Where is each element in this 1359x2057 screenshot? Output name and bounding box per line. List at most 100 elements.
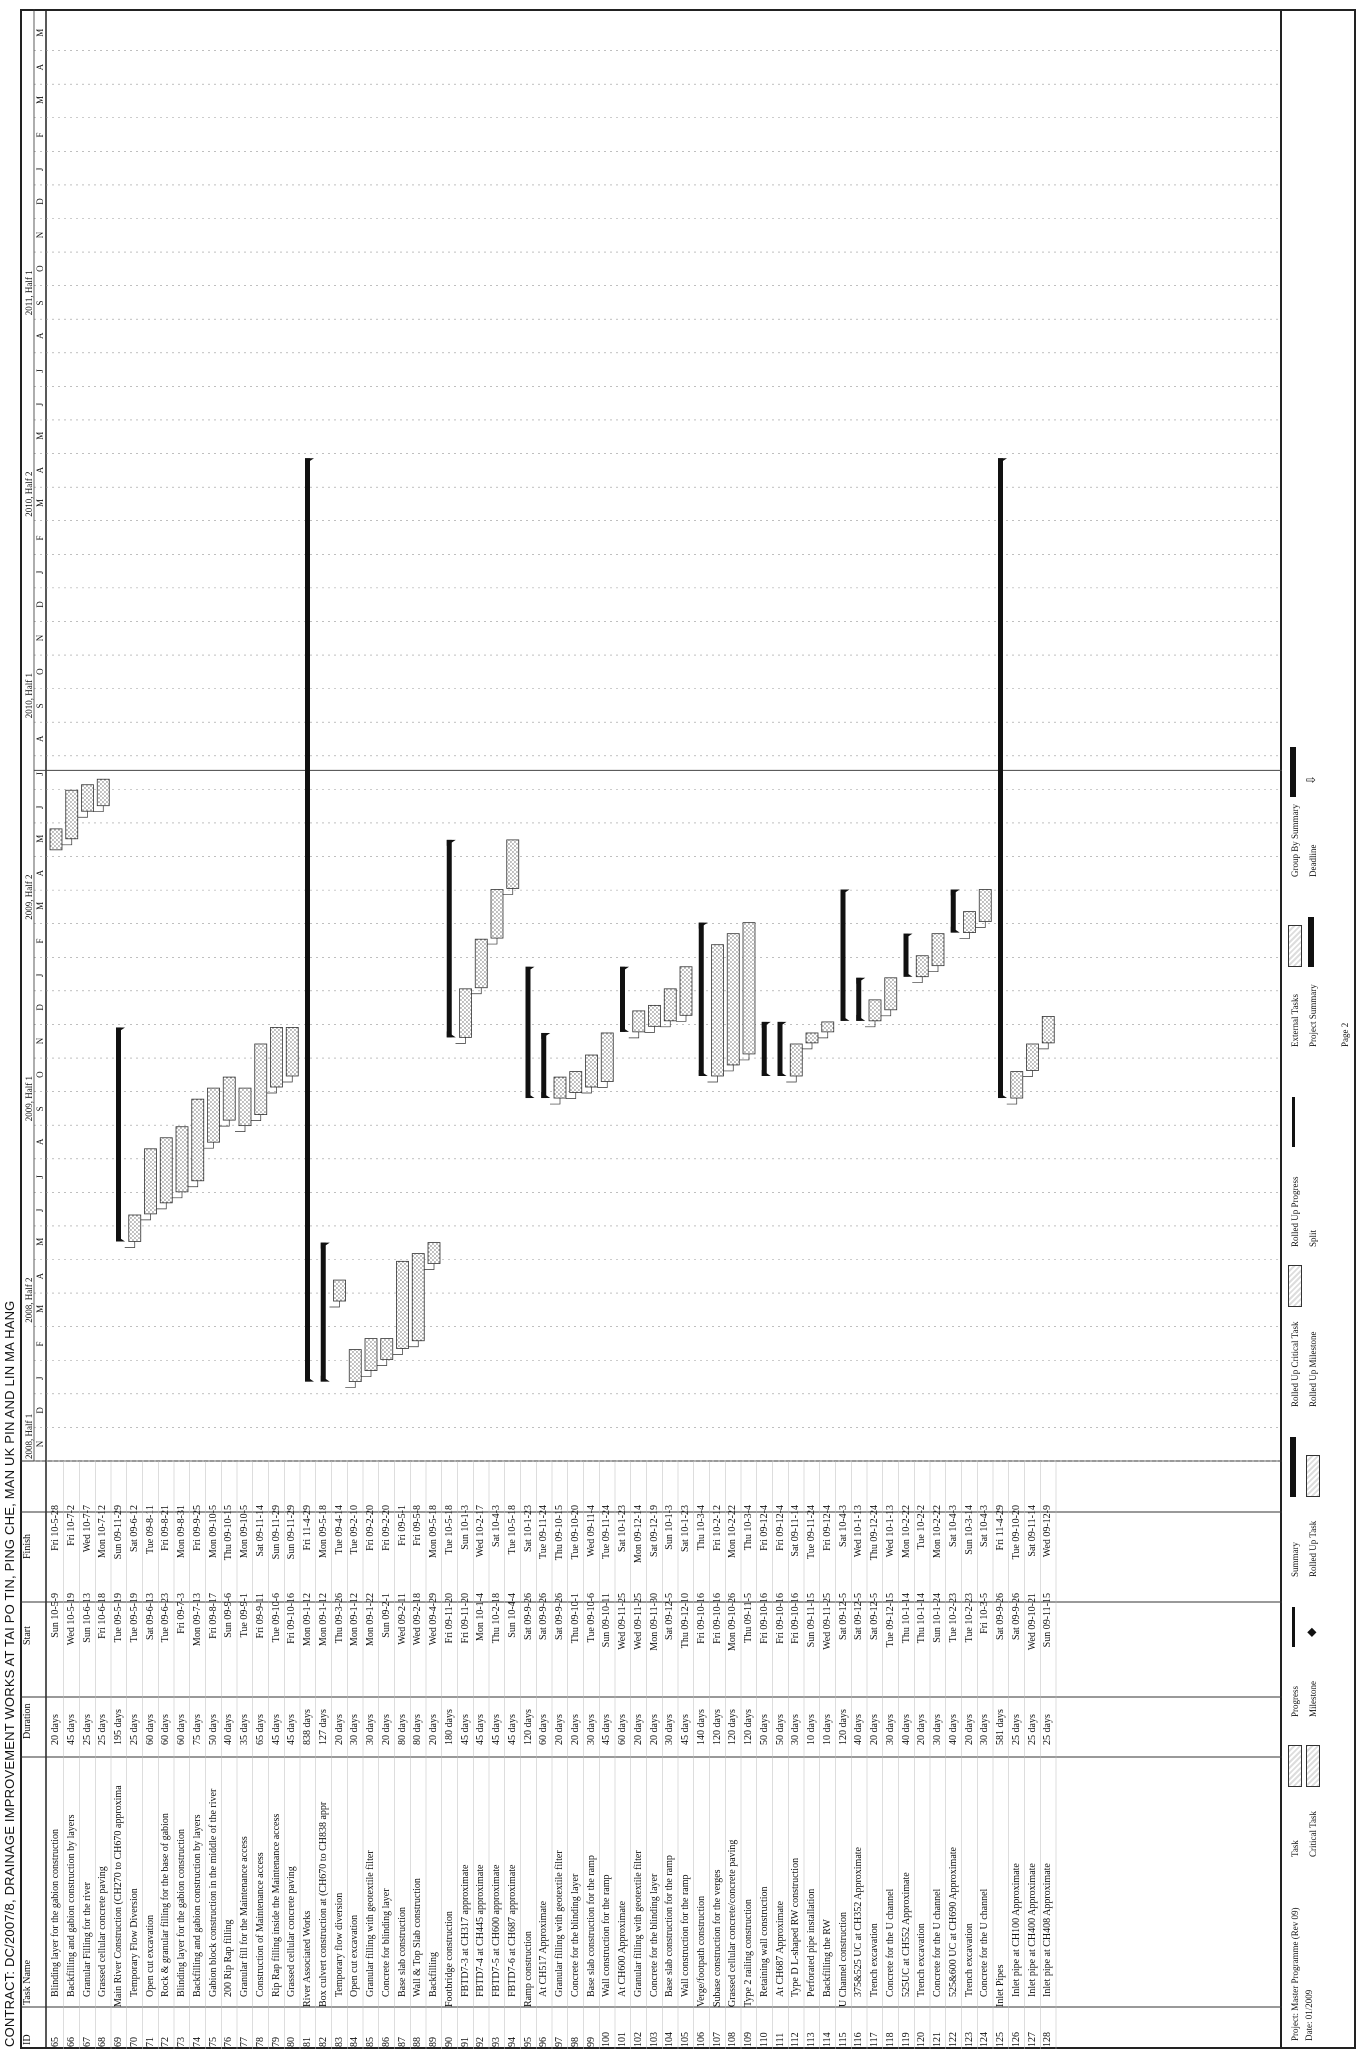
dependency-link — [1006, 1098, 1018, 1105]
dependency-link — [723, 1064, 734, 1072]
task-bar — [632, 1010, 646, 1033]
dependency-link — [203, 1142, 214, 1149]
dependency-link — [345, 1381, 356, 1388]
legend-progress-swatch — [1292, 1607, 1295, 1647]
summary-start-cap — [446, 1031, 456, 1038]
summary-start-cap — [950, 926, 960, 933]
legend-task-swatch — [1288, 1745, 1302, 1787]
task-bar — [490, 889, 504, 939]
summary-end-cap — [903, 933, 913, 940]
summary-start-cap — [840, 1014, 850, 1021]
dependency-link — [77, 811, 88, 818]
task-bar — [396, 1260, 409, 1349]
dependency-link — [865, 1020, 876, 1028]
dependency-link — [471, 987, 482, 995]
dependency-link — [802, 1042, 813, 1050]
task-bar — [585, 1054, 598, 1088]
dependency-link — [93, 805, 104, 813]
dependency-link — [219, 1120, 230, 1127]
summary-start-cap — [116, 1235, 125, 1242]
task-bar — [663, 988, 677, 1022]
dependency-link — [975, 921, 986, 928]
dependency-link — [455, 1037, 466, 1044]
legend-summary: Summary — [1290, 1542, 1300, 1577]
legend-task: Task — [1290, 1840, 1300, 1857]
legend-panel: Project: Master Programme (Rev 09) Date:… — [1282, 9, 1356, 2049]
summary-end-cap — [761, 1021, 771, 1028]
dependency-link — [581, 1087, 592, 1094]
dependency-link — [282, 1075, 293, 1083]
dependency-link — [392, 1348, 403, 1355]
task-bar — [96, 778, 110, 807]
legend-group-swatch — [1290, 747, 1296, 797]
dependency-link — [644, 1026, 655, 1033]
dependency-link — [928, 965, 939, 973]
dependency-link — [361, 1370, 372, 1377]
dependency-link — [376, 1359, 388, 1366]
task-bar — [474, 938, 488, 989]
summary-bar — [777, 1021, 783, 1076]
task-bar — [978, 889, 992, 922]
dependency-link — [329, 1301, 340, 1308]
task-bar — [411, 1253, 425, 1342]
summary-bar — [998, 458, 1003, 1099]
task-bar — [207, 1087, 220, 1143]
summary-bar — [541, 1032, 547, 1099]
summary-start-cap — [903, 970, 913, 977]
task-bar — [805, 1032, 819, 1044]
summary-start-cap — [777, 1069, 787, 1076]
task-bar — [238, 1087, 252, 1127]
dependency-link — [1022, 1070, 1033, 1077]
summary-end-cap — [998, 458, 1007, 465]
legend-rolled-up-milestone: Rolled Up Milestone — [1308, 1331, 1318, 1408]
legend-milestone: Milestone — [1308, 1681, 1318, 1717]
dependency-link — [739, 1053, 750, 1061]
task-bar — [931, 933, 945, 967]
task-bar — [144, 1148, 157, 1215]
task-bar — [648, 1004, 661, 1027]
task-bar — [821, 1021, 835, 1033]
dependency-link — [912, 976, 923, 984]
dependency-link — [424, 1263, 435, 1270]
legend-project: Project: Master Programme (Rev 09) — [1290, 1907, 1300, 2041]
task-bar — [254, 1043, 268, 1115]
summary-end-cap — [320, 1242, 330, 1249]
summary-bar — [620, 966, 625, 1032]
legend-rolled-up-progress-swatch — [1292, 1097, 1295, 1147]
dependency-link — [628, 1031, 640, 1039]
task-bar — [285, 1027, 299, 1077]
task-bar — [348, 1349, 362, 1382]
legend-rolled-up-progress: Rolled Up Progress — [1290, 1176, 1300, 1248]
dependency-link — [408, 1340, 419, 1348]
task-bar — [175, 1126, 189, 1193]
summary-bar — [840, 889, 846, 1021]
summary-start-cap — [320, 1375, 330, 1382]
summary-end-cap — [698, 922, 708, 929]
task-bar — [270, 1027, 283, 1088]
task-bar — [49, 828, 63, 851]
legend-deadline-arrow-icon: ⇩ — [1304, 774, 1318, 785]
legend-critical-swatch — [1306, 1745, 1320, 1787]
task-bar — [726, 933, 740, 1066]
summary-end-cap — [116, 1027, 125, 1034]
legend-rolled-up-task: Rolled Up Task — [1308, 1520, 1318, 1577]
task-bar — [459, 988, 472, 1038]
task-bar — [364, 1338, 378, 1371]
task-bar — [553, 1076, 567, 1099]
task-bar — [159, 1137, 173, 1204]
task-bar — [569, 1071, 583, 1093]
summary-bar — [856, 977, 862, 1021]
summary-start-cap — [525, 1092, 535, 1099]
dependency-link — [817, 1031, 829, 1039]
dependency-link — [156, 1202, 167, 1210]
legend-critical-task: Critical Task — [1308, 1811, 1318, 1857]
task-bar — [128, 1214, 142, 1242]
summary-end-cap — [840, 889, 850, 896]
task-bar — [191, 1098, 205, 1182]
summary-end-cap — [856, 977, 866, 984]
dependency-link — [786, 1075, 797, 1083]
task-bar — [506, 839, 520, 889]
dependency-link — [1038, 1042, 1049, 1050]
